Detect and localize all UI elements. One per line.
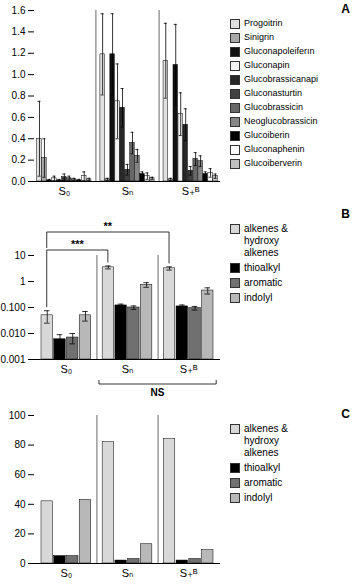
html-text:Neoglucobrassicin: Neoglucobrassicin — [244, 116, 318, 126]
html-text:indolyl: indolyl — [244, 292, 273, 303]
html-text:Sinigrin: Sinigrin — [244, 32, 274, 42]
svg-text:40: 40 — [14, 499, 26, 510]
svg-text:0.4: 0.4 — [12, 133, 26, 144]
svg-text:Sₙ: Sₙ — [122, 363, 134, 375]
html-text:A: A — [341, 2, 350, 16]
svg-text:S₀: S₀ — [60, 363, 72, 375]
html-text:thioalkyl: thioalkyl — [244, 462, 281, 473]
html-text:alkenes & hydroxy alkenes: alkenes & hydroxy alkenes — [244, 223, 288, 258]
svg-text:20: 20 — [14, 528, 26, 539]
html-text:Glucobrassicanapi: Glucobrassicanapi — [244, 74, 318, 84]
svg-text:S₊ᴮ: S₊ᴮ — [180, 363, 198, 375]
svg-text:S₊ᴮ: S₊ᴮ — [180, 567, 198, 579]
svg-text:0.2: 0.2 — [12, 154, 26, 165]
svg-text:1.4: 1.4 — [12, 26, 26, 37]
svg-text:80: 80 — [14, 439, 26, 450]
svg-text:S₀: S₀ — [60, 567, 72, 579]
html-text:Gluconapoleiferın: Gluconapoleiferın — [244, 46, 315, 56]
html-text:thioalkyl: thioalkyl — [244, 262, 281, 273]
svg-text:S₊ᴮ: S₊ᴮ — [182, 185, 200, 197]
html-text:Gluconasturtin: Gluconasturtin — [244, 88, 302, 98]
html-text:Gluconaphenin: Gluconaphenin — [244, 144, 305, 154]
svg-text:0.6: 0.6 — [12, 112, 26, 123]
html-text:Glucoiberin: Glucoiberin — [244, 130, 290, 140]
html-text:aromatic: aromatic — [244, 277, 283, 288]
html-text:Progoitrin: Progoitrin — [244, 18, 283, 28]
html-text:C: C — [341, 407, 350, 421]
svg-text:60: 60 — [14, 469, 26, 480]
html-text:Glucoiberverin: Glucoiberverin — [244, 158, 302, 168]
html-text:Gluconapin: Gluconapin — [244, 60, 290, 70]
svg-text:1: 1 — [20, 276, 26, 287]
svg-text:S₀: S₀ — [58, 185, 70, 197]
html-text:aromatic: aromatic — [244, 477, 283, 488]
svg-text:10: 10 — [14, 250, 26, 261]
svg-text:Sₙ: Sₙ — [122, 185, 134, 197]
svg-text:Sₙ: Sₙ — [122, 567, 134, 579]
svg-text:0.8: 0.8 — [12, 90, 26, 101]
svg-text:NS: NS — [151, 387, 165, 398]
svg-text:0.001: 0.001 — [0, 354, 25, 365]
svg-text:0.100: 0.100 — [0, 302, 25, 313]
svg-text:1.6: 1.6 — [12, 5, 26, 16]
svg-text:0.010: 0.010 — [0, 328, 25, 339]
svg-text:1.0: 1.0 — [12, 69, 26, 80]
svg-text:**: ** — [104, 220, 113, 232]
svg-text:0: 0 — [20, 558, 26, 569]
svg-text:0.0: 0.0 — [12, 176, 26, 187]
html-text:Glucobrassicin: Glucobrassicin — [244, 102, 303, 112]
html-text:alkenes & hydroxy alkenes: alkenes & hydroxy alkenes — [244, 423, 288, 458]
svg-text:***: *** — [71, 238, 85, 250]
svg-text:1.2: 1.2 — [12, 47, 26, 58]
html-text:B: B — [341, 207, 350, 221]
html-text:indolyl: indolyl — [244, 492, 273, 503]
svg-text:100: 100 — [9, 410, 26, 421]
